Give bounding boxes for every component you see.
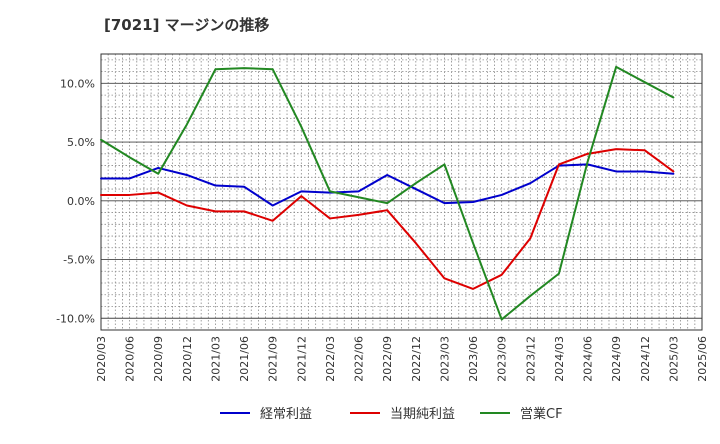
x-tick-label: 2025/03 <box>667 336 680 382</box>
x-tick-label: 2023/09 <box>496 336 509 382</box>
x-tick-label: 2022/03 <box>324 336 337 382</box>
y-tick-label: 5.0% <box>67 136 95 149</box>
legend-label-3: 営業CF <box>520 406 563 422</box>
x-tick-label: 2021/06 <box>238 336 251 382</box>
x-tick-label: 2022/09 <box>381 336 394 382</box>
y-tick-label: 0.0% <box>67 195 95 208</box>
x-tick-label: 2024/03 <box>553 336 566 382</box>
x-tick-label: 2021/09 <box>267 336 280 382</box>
x-tick-label: 2022/12 <box>410 336 423 382</box>
y-tick-label: -10.0% <box>56 312 95 325</box>
x-tick-label: 2025/06 <box>696 336 709 382</box>
x-tick-label: 2020/03 <box>95 336 108 382</box>
x-tick-label: 2024/09 <box>610 336 623 382</box>
x-tick-label: 2023/06 <box>467 336 480 382</box>
x-tick-label: 2021/12 <box>295 336 308 382</box>
series-line-2 <box>100 148 675 290</box>
series-line-3 <box>100 65 675 321</box>
x-tick-label: 2023/03 <box>438 336 451 382</box>
x-tick-label: 2022/06 <box>353 336 366 382</box>
y-tick-label: 10.0% <box>60 77 95 90</box>
chart-title: [7021] マージンの推移 <box>104 16 270 34</box>
x-tick-label: 2020/06 <box>124 336 137 382</box>
series-line-1 <box>100 163 675 207</box>
plot-frame <box>100 53 703 331</box>
legend-label-2: 当期純利益 <box>390 407 455 422</box>
x-tick-label: 2024/12 <box>639 336 652 382</box>
y-tick-label: -5.0% <box>63 254 95 267</box>
x-tick-label: 2020/09 <box>152 336 165 382</box>
x-tick-label: 2020/12 <box>181 336 194 382</box>
x-tick-label: 2023/12 <box>524 336 537 382</box>
x-tick-label: 2021/03 <box>209 336 222 382</box>
x-tick-label: 2024/06 <box>582 336 595 382</box>
legend-label-1: 経常利益 <box>260 407 312 422</box>
